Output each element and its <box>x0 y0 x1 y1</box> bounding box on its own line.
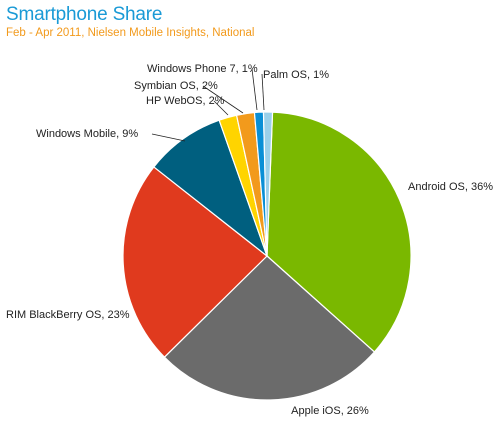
leader-line <box>261 73 265 111</box>
slice-label: Windows Mobile, 9% <box>36 128 138 140</box>
chart-title: Smartphone Share <box>6 4 163 25</box>
slice-label: Windows Phone 7, 1% <box>147 63 258 75</box>
leader-line <box>213 100 229 116</box>
slice-label: HP WebOS, 2% <box>146 95 225 107</box>
pie-slice-android-os <box>266 111 412 353</box>
leader-line <box>151 133 186 142</box>
slice-label: Symbian OS, 2% <box>134 80 218 92</box>
leader-line <box>202 85 244 114</box>
leader-line <box>251 68 258 111</box>
slice-label: Android OS, 36% <box>408 181 493 193</box>
pie-slice-rim-blackberry-os <box>122 166 268 358</box>
slice-label: Apple iOS, 26% <box>291 405 369 417</box>
pie-slice-palm-os <box>262 111 274 257</box>
pie-slice-windows-mobile <box>152 119 269 258</box>
slice-label: RIM BlackBerry OS, 23% <box>6 309 130 321</box>
slice-label: Palm OS, 1% <box>263 69 329 81</box>
pie-slice-apple-ios <box>163 255 376 401</box>
chart-subtitle: Feb - Apr 2011, Nielsen Mobile Insights,… <box>6 27 255 39</box>
